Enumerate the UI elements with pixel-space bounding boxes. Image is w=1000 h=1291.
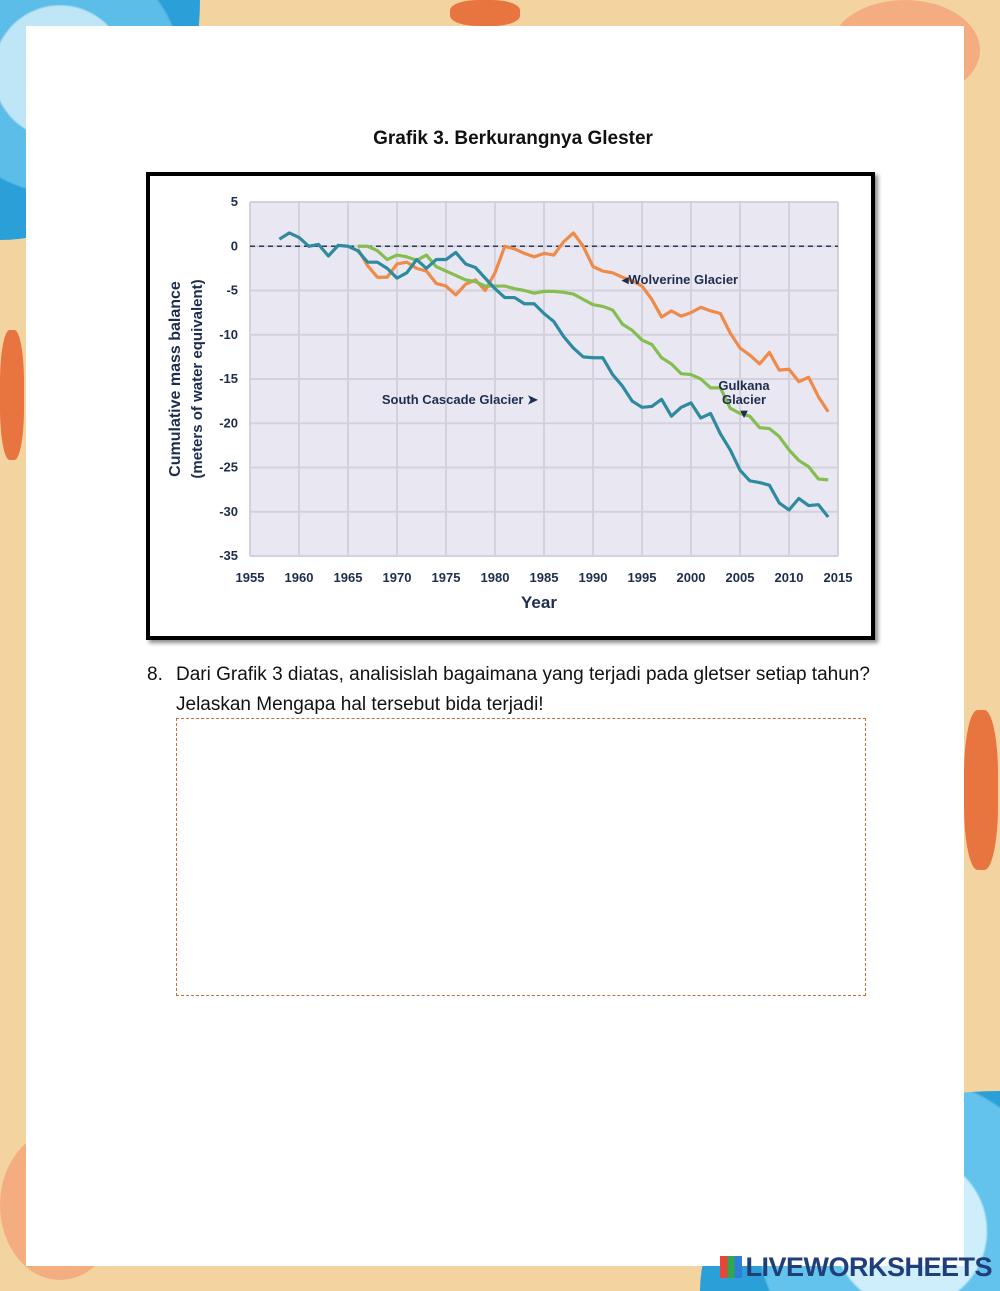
series-line-wolverine-glacier: [356, 231, 830, 413]
y-axis-label: Cumulative mass balance: [167, 281, 184, 477]
series-line-south-cascade-glacier: [278, 231, 830, 519]
starfish-decoration: [0, 330, 24, 460]
x-tick-label: 2000: [677, 570, 706, 585]
y-tick-label: -20: [219, 415, 238, 430]
x-tick-label: 2015: [824, 570, 853, 585]
x-tick-label: 1960: [285, 570, 314, 585]
x-tick-label: 1995: [628, 570, 657, 585]
x-tick-label: 2010: [775, 570, 804, 585]
x-tick-label: 1965: [334, 570, 363, 585]
question-number: 8.: [147, 664, 163, 685]
x-tick-label: 1975: [432, 570, 461, 585]
x-tick-label: 1990: [579, 570, 608, 585]
series-label: ▼: [738, 406, 751, 421]
y-tick-label: -25: [219, 460, 238, 475]
y-tick-label: -10: [219, 327, 238, 342]
y-tick-label: -5: [226, 283, 238, 298]
y-axis-label-units: (meters of water equivalent): [189, 279, 206, 478]
series-label: ◂Wolverine Glacier: [621, 272, 738, 287]
x-axis-label: Year: [521, 593, 557, 612]
liveworksheets-logo: LIVEWORKSHEETS: [720, 1252, 992, 1283]
x-tick-label: 1955: [236, 570, 265, 585]
glacier-chart: 1955 1960 1965 1970 1975 1980 1985 1990 1995 2000…: [167, 194, 853, 612]
x-tick-label: 1985: [530, 570, 559, 585]
y-tick-label: 0: [231, 238, 238, 253]
y-tick-label: 5: [231, 194, 238, 209]
y-tick-label: -15: [219, 371, 238, 386]
logo-icon: [720, 1256, 743, 1278]
chart-frame: 1955 1960 1965 1970 1975 1980 1985 1990 1995 2000…: [146, 172, 875, 640]
starfish-decoration: [450, 0, 520, 26]
y-tick-label: -30: [219, 504, 238, 519]
series-label: Gulkana: [718, 378, 770, 393]
logo-text: LIVEWORKSHEETS: [745, 1252, 992, 1282]
question-text: Dari Grafik 3 diatas, analisislah bagaim…: [176, 664, 870, 715]
starfish-decoration: [964, 710, 998, 870]
series-line-gulkana-glacier: [357, 244, 829, 482]
x-tick-label: 1980: [481, 570, 510, 585]
y-tick-label: -35: [219, 548, 238, 563]
x-tick-label: 2005: [726, 570, 755, 585]
answer-box[interactable]: [176, 718, 866, 996]
chart-title: Grafik 3. Berkurangnya Glester: [373, 128, 653, 149]
series-label: Glacier: [722, 392, 766, 407]
series-label: South Cascade Glacier ➤: [382, 392, 538, 407]
x-tick-label: 1970: [383, 570, 412, 585]
question-8: 8. Dari Grafik 3 diatas, analisislah bag…: [147, 660, 877, 720]
